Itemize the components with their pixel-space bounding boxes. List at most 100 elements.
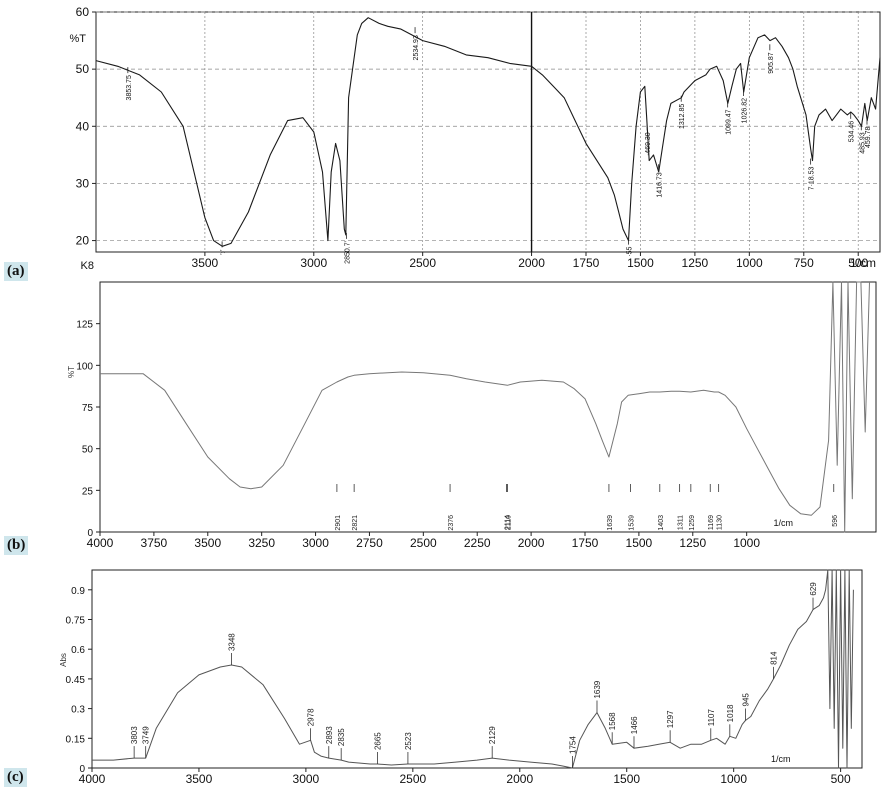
peak-label: ’›’ [220, 249, 227, 255]
peak-label: 485.93 [859, 132, 866, 154]
x-tick-label: 1250 [682, 256, 709, 270]
x-tick-label: 1500 [627, 256, 654, 270]
plot-frame [91, 569, 863, 769]
x-tick-label: 3500 [186, 772, 213, 786]
peak-label: 2901 [335, 515, 342, 531]
peak-label: 2821 [352, 515, 359, 531]
plot-frame [95, 11, 881, 253]
x-tick-label: 1750 [572, 536, 599, 550]
peak-label: 2850.7’ [344, 240, 351, 263]
peak-label: 1539 [628, 515, 635, 531]
peak-label: 1259 [689, 515, 696, 531]
peak-label: 629 [809, 582, 818, 596]
unit-label: 1/cm [771, 754, 791, 764]
y-tick-label: 0.75 [66, 616, 86, 627]
peak-label: 1639 [593, 680, 602, 698]
peak-label: 1466 [630, 716, 639, 734]
y-tick-label: 40 [76, 119, 90, 133]
peak-label: 1568 [608, 712, 617, 730]
peak-label: 2376 [448, 515, 455, 531]
chart-panel-1: 4000 3750 3500 3250 3000 2750 2500 2250 2000 1750… [67, 281, 877, 550]
x-tick-label: 1000 [720, 772, 747, 786]
y-tick-label: 30 [76, 176, 90, 190]
plot-frame [99, 281, 877, 533]
peak-label: 2110 [505, 515, 512, 530]
x-tick-label: 4000 [79, 772, 106, 786]
peak-label: 1018 [726, 704, 735, 722]
x-tick-label: 3000 [302, 536, 329, 550]
x-tick-label: 500 [831, 772, 851, 786]
unit-label: 1/cm [850, 256, 876, 270]
y-axis-label: %T [70, 33, 87, 45]
corner-label: K8 [81, 260, 94, 272]
x-tick-label: 2500 [410, 536, 437, 550]
peak-label: 1099.47 [726, 109, 733, 134]
y-tick-label: 25 [82, 486, 94, 497]
peak-label: 7·18.53 [809, 166, 816, 190]
peak-label: 534.46 [849, 121, 856, 143]
peak-label: 2534.93 [413, 35, 420, 60]
peak-label: 2978 [307, 708, 316, 726]
peak-label: 1312.85 [679, 104, 686, 129]
x-tick-label: 2750 [356, 536, 383, 550]
peak-label: 1297 [666, 710, 675, 728]
y-axis-label: Abs [59, 653, 68, 667]
peak-label: 3749 [142, 726, 151, 744]
peak-label: 596 [832, 515, 839, 527]
y-tick-label: 0.9 [71, 586, 85, 597]
x-tick-label: 1500 [613, 772, 640, 786]
spectrum-line [100, 281, 870, 533]
panel-label-c: (c) [4, 768, 27, 787]
panel-label-a: (a) [4, 262, 28, 281]
x-tick-label: 3000 [293, 772, 320, 786]
y-tick-label: 75 [82, 403, 94, 414]
chart-panel-2: 4000 3500 3000 2500 2000 1500 1000 500 0 0.15 0.3 0… [59, 569, 863, 786]
spectrum-line [92, 569, 854, 769]
x-tick-label: 3000 [300, 256, 327, 270]
peak-label: 905.87 [768, 52, 775, 74]
x-tick-label: 500 [848, 256, 868, 270]
x-tick-label: 1750 [573, 256, 600, 270]
y-tick-label: 0 [79, 764, 85, 775]
x-tick-label: 750 [794, 256, 814, 270]
chart-panel-0: 3500 3000 2500 2000 1750 1500 1250 1000 750 500 20… [70, 5, 881, 272]
peak-label: 3348 [227, 633, 236, 651]
y-tick-label: 20 [76, 234, 90, 248]
x-tick-label: 3500 [192, 256, 219, 270]
peak-label: 2114 [505, 515, 512, 530]
peak-label: 1416.73 [657, 172, 664, 197]
y-tick-label: 125 [76, 320, 93, 331]
y-tick-label: 0 [87, 528, 93, 539]
peak-label: 1130 [717, 515, 724, 530]
x-tick-label: 4000 [87, 536, 114, 550]
peak-label: 2523 [404, 732, 413, 750]
y-tick-label: 0.6 [71, 645, 85, 656]
peak-label: 2835 [337, 728, 346, 746]
y-tick-label: 50 [76, 62, 90, 76]
peak-label: 2893 [325, 726, 334, 744]
x-tick-label: 3500 [194, 536, 221, 550]
x-tick-label: 3250 [248, 536, 275, 550]
peak-label: ·469.30 [645, 132, 652, 156]
peak-label: 2665 [374, 732, 383, 750]
peak-label: 1026.82 [741, 98, 748, 123]
y-tick-label: 100 [76, 361, 93, 372]
y-tick-label: 0.3 [71, 705, 85, 716]
y-tick-label: 60 [76, 5, 90, 19]
peak-label: 2129 [488, 726, 497, 744]
x-tick-label: 2000 [506, 772, 533, 786]
peak-label: 1311 [678, 515, 685, 530]
x-tick-label: 1000 [736, 256, 763, 270]
unit-label: 1/cm [774, 518, 794, 528]
panel-label-b: (b) [4, 536, 29, 555]
x-tick-label: 2500 [409, 256, 436, 270]
x-tick-label: 1500 [626, 536, 653, 550]
peak-label: 3853.75 [126, 75, 133, 100]
peak-label: 459.78 [865, 126, 872, 148]
peak-label: ·55 [626, 246, 633, 256]
peak-label: 1754 [568, 736, 577, 754]
peak-label: 3803 [130, 726, 139, 744]
y-tick-label: 0.15 [66, 734, 86, 745]
peak-label: 1639 [607, 515, 614, 531]
